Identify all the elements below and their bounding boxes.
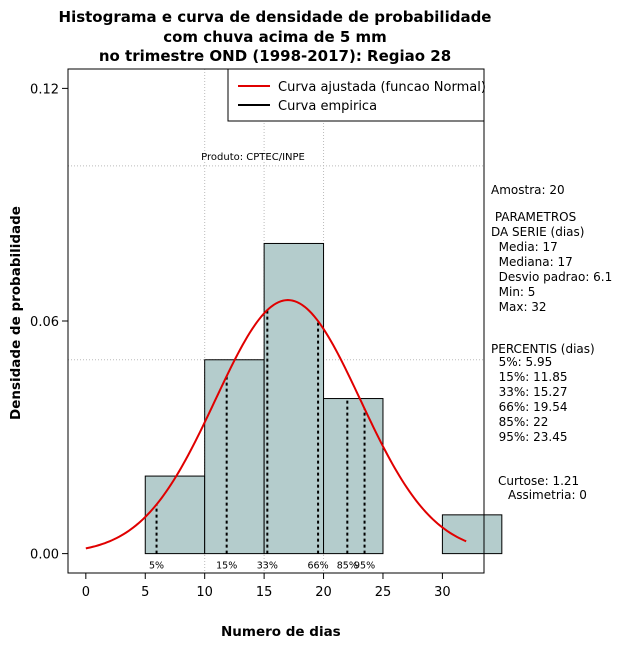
product-label: Produto: CPTEC/INPE [201, 152, 305, 163]
x-tick-label: 30 [434, 585, 451, 600]
percentile-label-5: 95% [354, 561, 375, 572]
histogram-bar-0 [144, 475, 206, 555]
legend-box [227, 68, 485, 122]
y-axis-label: Densidade de probabilidade [8, 206, 24, 420]
percentile-label-4: 85% [337, 561, 358, 572]
parameters-title: PARAMETROS DA SERIE (dias) [491, 210, 585, 239]
y-tick-label: 0.06 [30, 315, 59, 330]
chart-title-line-2: com chuva acima de 5 mm [163, 28, 387, 46]
legend-label-1: Curva empirica [278, 99, 377, 114]
skewness: Assimetria: 0 [508, 488, 587, 502]
sample-size: Amostra: 20 [491, 183, 565, 197]
histogram-bar-3 [323, 398, 384, 555]
x-axis-label: Numero de dias [221, 624, 341, 640]
percentile-label-0: 5% [149, 561, 164, 572]
percentile-label-1: 15% [216, 561, 237, 572]
y-tick-label: 0.12 [30, 82, 59, 97]
x-tick-label: 10 [196, 585, 213, 600]
x-tick-label: 0 [82, 585, 90, 600]
x-tick-label: 15 [256, 585, 273, 600]
y-tick-label: 0.00 [30, 548, 59, 563]
percentiles-values: 5%: 5.95 15%: 11.85 33%: 15.27 66%: 19.5… [498, 355, 568, 444]
percentile-label-3: 66% [308, 561, 329, 572]
x-tick-label: 5 [141, 585, 149, 600]
percentile-label-2: 33% [257, 561, 278, 572]
histogram-bar-1 [204, 359, 265, 555]
kurtosis: Curtose: 1.21 [498, 474, 580, 488]
percentiles-title: PERCENTIS (dias) [491, 342, 595, 356]
chart-title-line-3: no trimestre OND (1998-2017): Regiao 28 [98, 47, 452, 65]
histogram-bar-2 [263, 242, 325, 555]
chart-title-line-1: Histograma e curva de densidade de proba… [58, 8, 492, 26]
x-tick-label: 25 [375, 585, 392, 600]
legend-label-0: Curva ajustada (funcao Normal) [278, 80, 486, 95]
x-tick-label: 20 [315, 585, 332, 600]
normal-curve [85, 299, 467, 550]
parameters-values: Media: 17 Mediana: 17 Desvio padrao: 6.1… [498, 240, 613, 314]
